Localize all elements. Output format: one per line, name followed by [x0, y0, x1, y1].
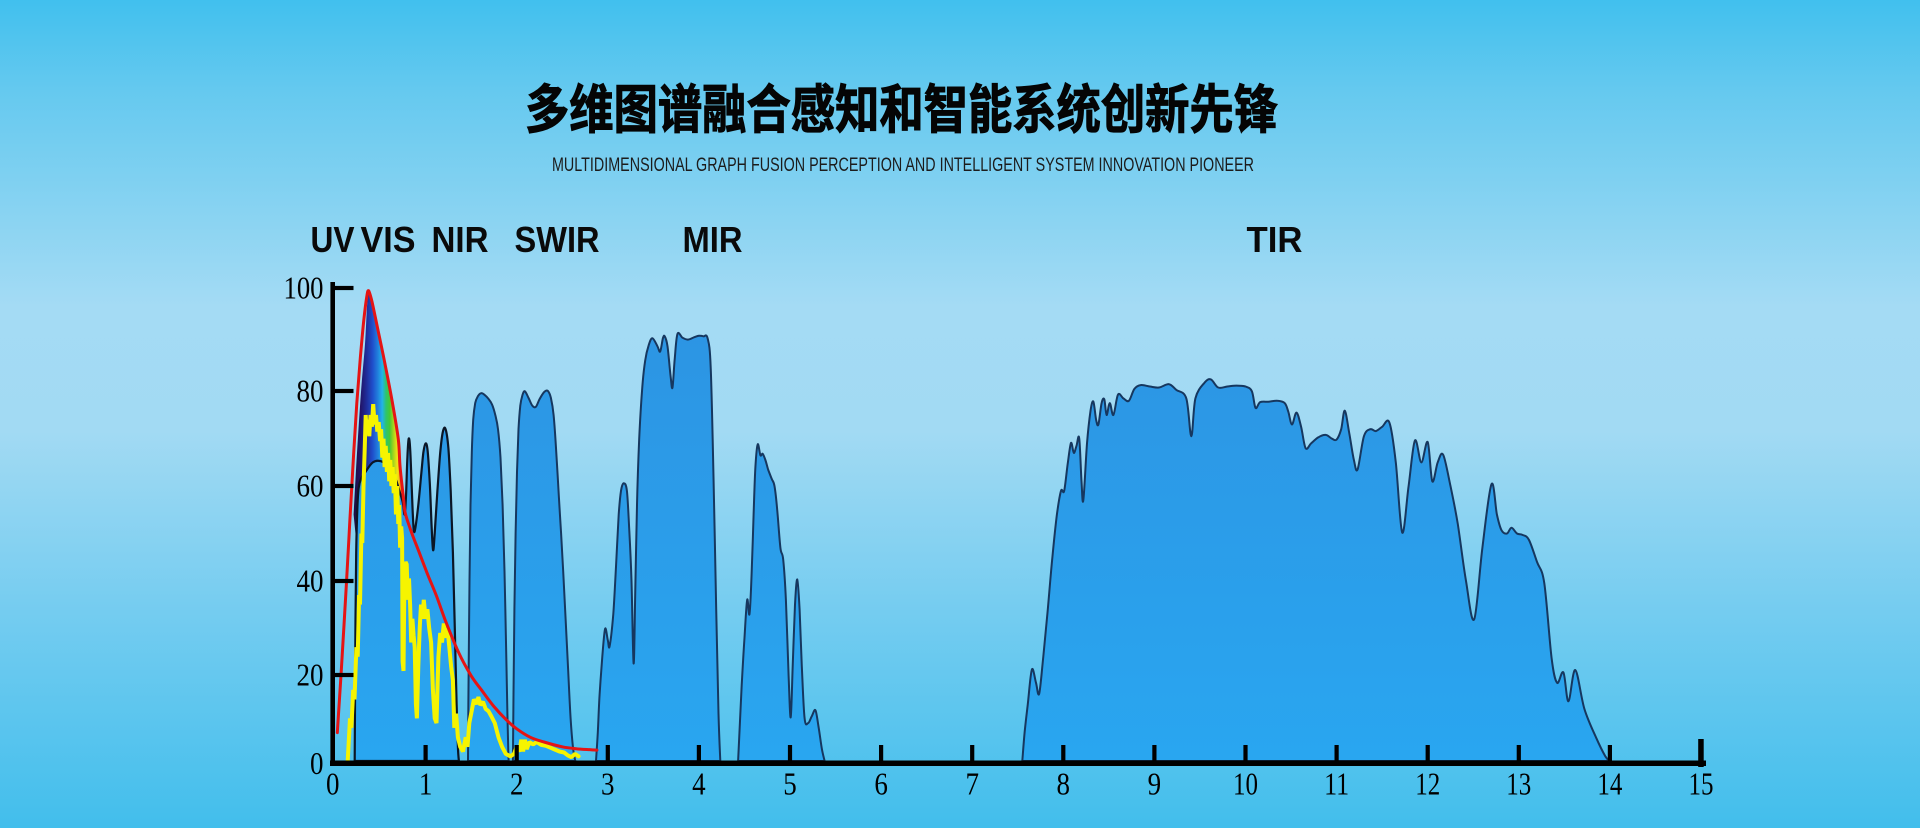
svg-text:8: 8: [1057, 767, 1071, 802]
svg-text:SWIR: SWIR: [515, 219, 600, 260]
svg-text:6: 6: [874, 767, 888, 802]
svg-text:MULTIDIMENSIONAL GRAPH FUSION: MULTIDIMENSIONAL GRAPH FUSION PERCEPTION…: [552, 154, 1254, 176]
svg-text:100: 100: [284, 270, 324, 305]
svg-text:NIR: NIR: [432, 219, 489, 260]
svg-text:0: 0: [326, 767, 340, 802]
svg-text:5: 5: [783, 767, 797, 802]
svg-text:UV: UV: [311, 219, 356, 260]
svg-text:2: 2: [510, 767, 524, 802]
svg-text:13: 13: [1506, 767, 1531, 802]
svg-text:10: 10: [1233, 767, 1258, 802]
svg-text:MIR: MIR: [683, 219, 743, 260]
svg-text:11: 11: [1324, 767, 1349, 802]
svg-text:TIR: TIR: [1247, 219, 1303, 260]
svg-text:20: 20: [297, 657, 324, 692]
svg-text:1: 1: [419, 767, 433, 802]
svg-text:15: 15: [1689, 767, 1714, 802]
svg-text:0: 0: [310, 746, 324, 781]
svg-text:3: 3: [601, 767, 615, 802]
svg-text:80: 80: [297, 373, 324, 408]
svg-text:9: 9: [1148, 767, 1162, 802]
svg-text:VIS: VIS: [361, 219, 416, 260]
svg-text:7: 7: [965, 767, 979, 802]
svg-text:40: 40: [297, 563, 324, 598]
svg-text:60: 60: [297, 468, 324, 503]
svg-text:14: 14: [1597, 767, 1622, 802]
svg-text:12: 12: [1415, 767, 1440, 802]
svg-text:4: 4: [692, 767, 706, 802]
